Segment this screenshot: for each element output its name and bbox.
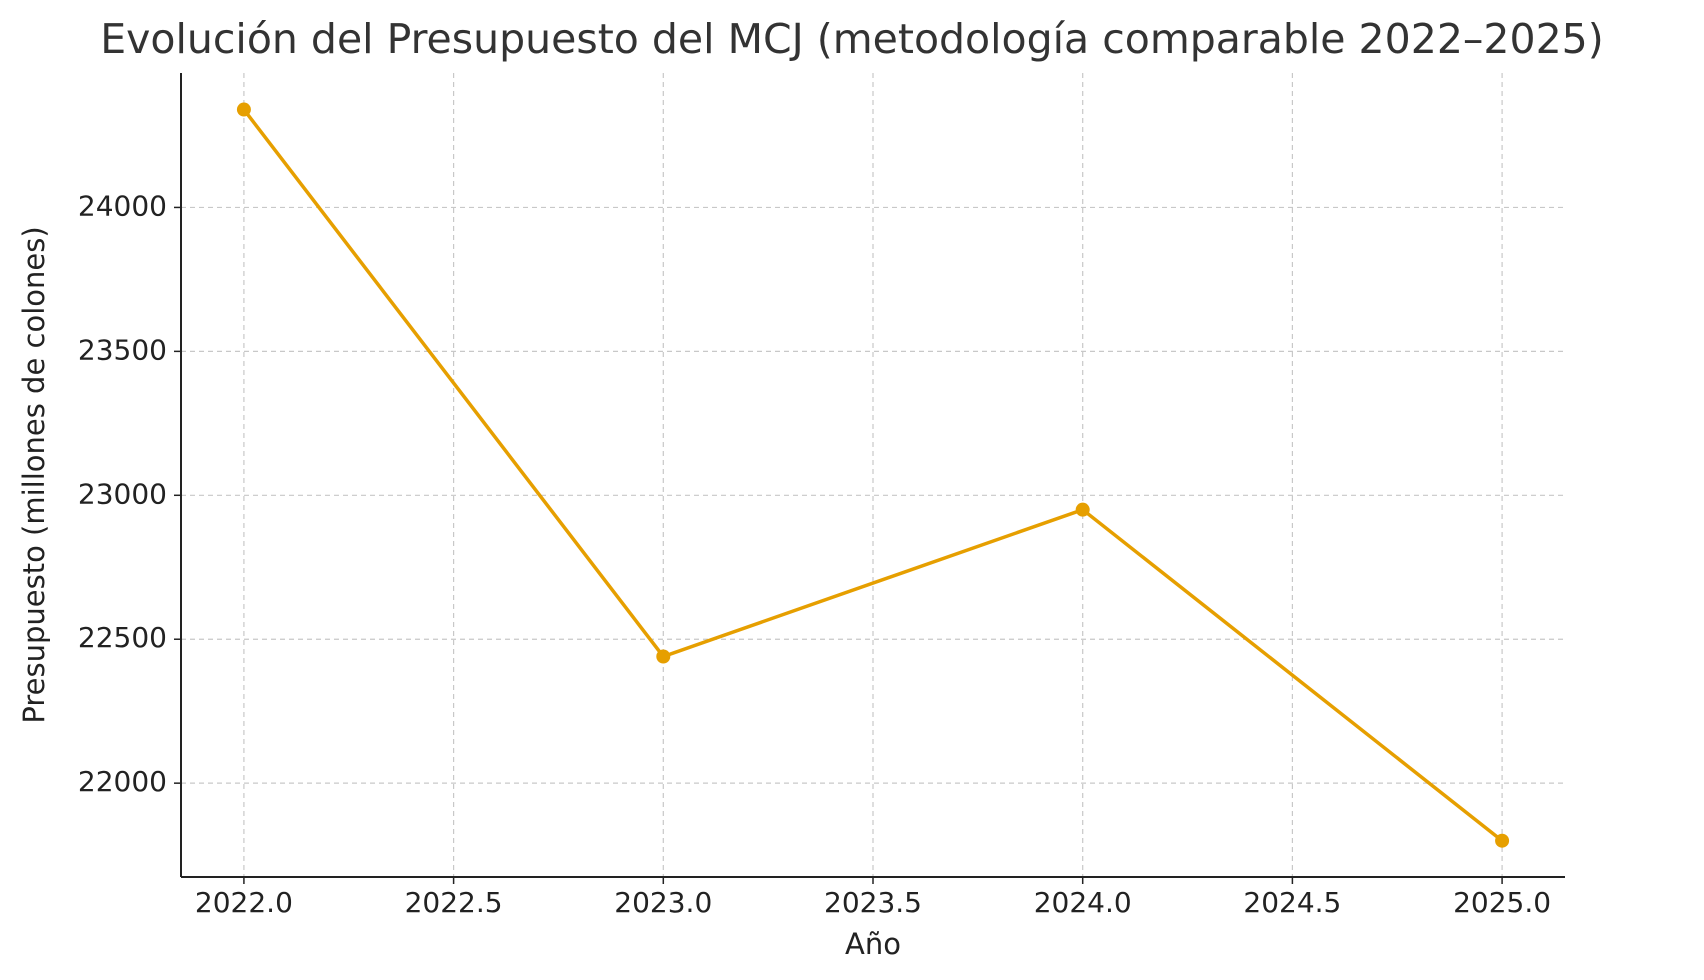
y-tick-label: 23500: [78, 333, 167, 366]
x-tick-label: 2022.0: [195, 886, 293, 919]
line: [242, 108, 1504, 843]
x-tick-label: 2024.5: [1243, 886, 1341, 919]
y-tick-label: 24000: [78, 189, 167, 222]
x-tick-label: 2025.0: [1453, 886, 1551, 919]
point: [1495, 833, 1510, 848]
x-tick-label: 2022.5: [405, 886, 503, 919]
x-tick-label: 2023.5: [824, 886, 922, 919]
point: [1075, 502, 1090, 517]
y-tick-label: 22500: [78, 621, 167, 654]
x-axis-label: Año: [845, 927, 901, 961]
point: [656, 649, 671, 664]
chart-title: Evolución del Presupuesto del MCJ (metod…: [100, 15, 1604, 63]
y-axis-label: Presupuesto (millones de colones): [17, 226, 51, 723]
x-tick-label: 2024.0: [1034, 886, 1132, 919]
y-tick-label: 23000: [78, 477, 167, 510]
y-tick-label: 22000: [78, 765, 167, 798]
x-tick-label: 2023.0: [614, 886, 712, 919]
point: [236, 102, 251, 117]
